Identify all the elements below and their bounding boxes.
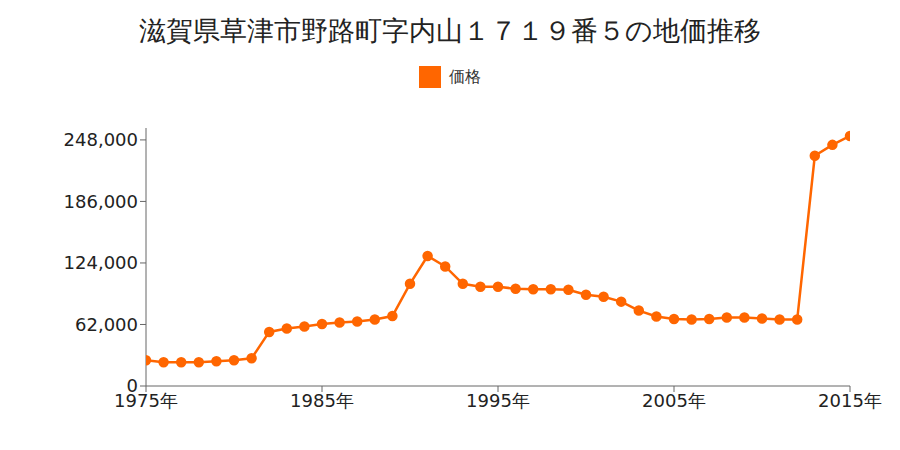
svg-text:124,000: 124,000 bbox=[64, 252, 138, 273]
svg-text:62,000: 62,000 bbox=[75, 314, 138, 335]
svg-text:2005年: 2005年 bbox=[642, 390, 706, 411]
svg-text:1975年: 1975年 bbox=[114, 390, 178, 411]
svg-text:186,000: 186,000 bbox=[64, 191, 138, 212]
html-text:価格: 価格 bbox=[449, 66, 481, 86]
svg-text:1995年: 1995年 bbox=[466, 390, 530, 411]
svg-text:2015年: 2015年 bbox=[818, 390, 882, 411]
svg-text:0: 0 bbox=[127, 375, 138, 396]
html-text:滋賀県草津市野路町字内山１７１９番５の地価推移: 滋賀県草津市野路町字内山１７１９番５の地価推移 bbox=[139, 15, 761, 46]
svg-text:248,000: 248,000 bbox=[64, 129, 138, 150]
svg-text:1985年: 1985年 bbox=[290, 390, 354, 411]
